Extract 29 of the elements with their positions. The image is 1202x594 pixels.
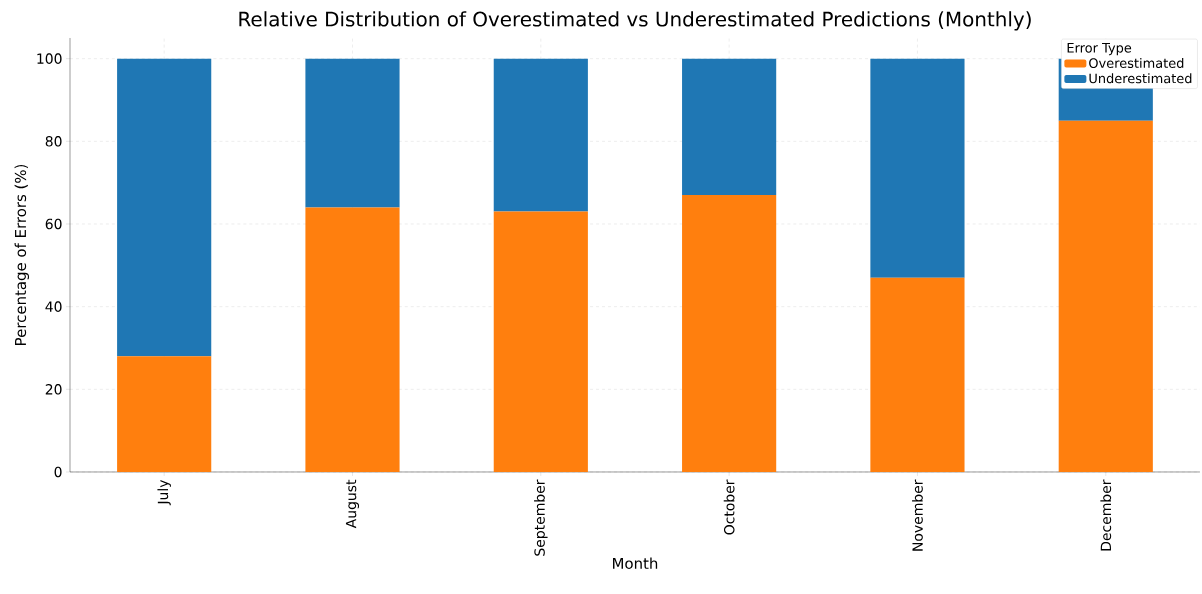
legend-title: Error Type	[1067, 43, 1132, 56]
legend-label: Overestimated	[1089, 57, 1184, 68]
bar	[305, 207, 400, 472]
chart-title: Relative Distribution of Overestimated vs Underestimated Predictions (Monthly)	[239, 11, 1031, 31]
x-tick-label: December	[1100, 479, 1112, 551]
y-tick-label: 80	[45, 136, 62, 147]
y-axis-title: Percentage of Errors (%)	[14, 164, 30, 345]
bar	[682, 58, 777, 196]
y-tick-label: 100	[37, 53, 62, 64]
x-tick-label: October	[723, 479, 735, 535]
y-tick-label: 60	[45, 218, 62, 230]
bar	[493, 211, 588, 472]
x-axis-title: Month	[613, 557, 658, 570]
y-tick-label: 20	[45, 384, 62, 395]
legend-label: Underestimated	[1089, 73, 1192, 84]
bar	[493, 58, 588, 212]
x-tick-label: August	[345, 479, 360, 529]
y-tick-label: 0	[54, 466, 62, 478]
bar	[305, 58, 400, 208]
bar	[117, 356, 212, 472]
bar	[870, 58, 965, 278]
y-tick-label: 40	[45, 301, 62, 312]
x-tick-label: September	[534, 479, 548, 556]
x-tick-label: November	[912, 479, 923, 551]
bar	[1058, 120, 1153, 472]
bar	[117, 58, 212, 357]
bar	[682, 195, 777, 472]
bar	[870, 277, 965, 472]
x-tick-label: July	[157, 479, 171, 506]
